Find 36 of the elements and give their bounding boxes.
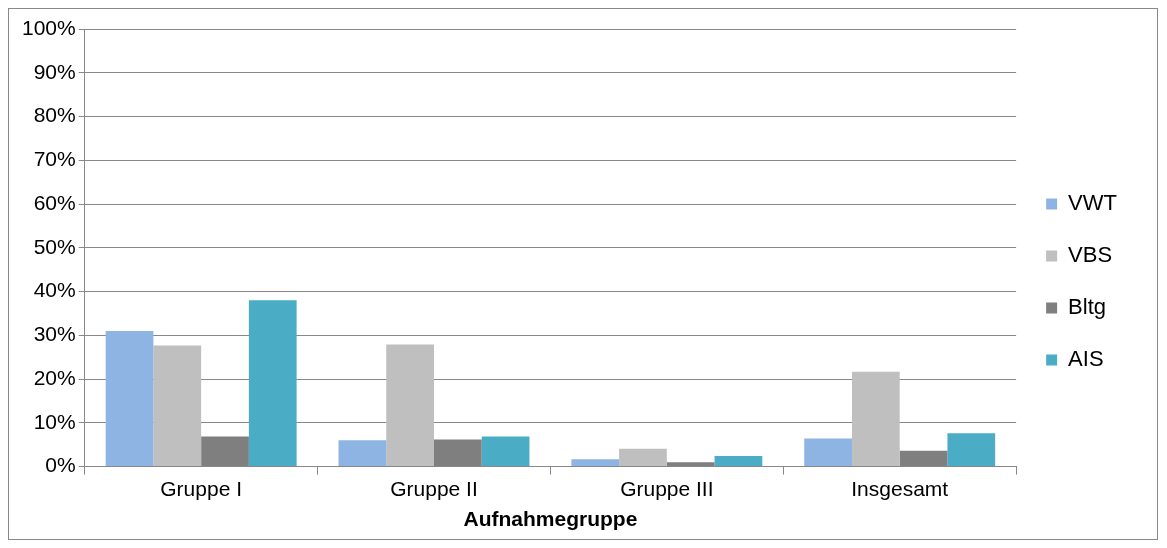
y-tick-label: 30% bbox=[33, 322, 76, 346]
legend-label: Bltg bbox=[1068, 294, 1107, 320]
x-tick-label: Gruppe III bbox=[620, 477, 714, 500]
bar bbox=[714, 456, 763, 467]
bar bbox=[619, 448, 667, 467]
y-tick-label: 60% bbox=[33, 190, 76, 214]
bar bbox=[201, 436, 249, 467]
bar bbox=[947, 433, 996, 467]
bar bbox=[248, 300, 297, 467]
y-tick-label: 50% bbox=[33, 234, 76, 258]
x-axis-title: Aufnahmegruppe bbox=[463, 507, 638, 531]
bar bbox=[804, 438, 852, 467]
bar bbox=[481, 436, 530, 467]
y-tick-label: 0% bbox=[45, 453, 76, 477]
y-tick-label: 10% bbox=[33, 409, 76, 433]
bar bbox=[105, 330, 154, 467]
y-tick-label: 20% bbox=[33, 365, 76, 389]
y-tick-label: 90% bbox=[33, 59, 76, 83]
bar bbox=[851, 371, 900, 467]
y-tick-label: 80% bbox=[33, 103, 76, 127]
y-tick-label: 70% bbox=[33, 147, 76, 171]
x-tick-label: Gruppe I bbox=[160, 477, 242, 500]
y-tick-label: 100% bbox=[21, 15, 76, 39]
bar bbox=[899, 450, 948, 467]
legend-label: VWT bbox=[1068, 190, 1118, 216]
bar bbox=[153, 345, 202, 467]
bar bbox=[386, 344, 434, 467]
bar bbox=[666, 462, 715, 467]
bar bbox=[571, 459, 620, 467]
legend-label: AIS bbox=[1068, 346, 1104, 372]
y-tick-label: 40% bbox=[33, 278, 76, 302]
legend-label: VBS bbox=[1068, 242, 1113, 268]
x-tick-label: Gruppe II bbox=[390, 477, 478, 500]
bar bbox=[433, 439, 482, 467]
x-tick-label: Insgesamt bbox=[851, 477, 949, 500]
bar bbox=[338, 440, 387, 467]
